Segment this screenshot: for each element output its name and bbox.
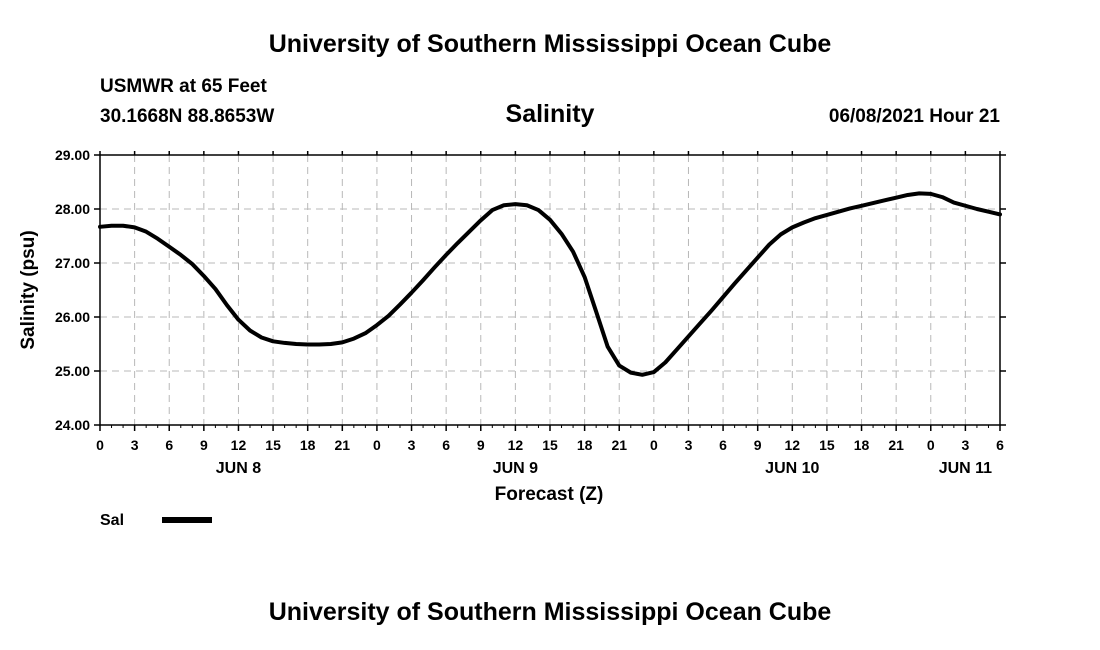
day-label: JUN 8 [216,460,261,477]
y-tick-label: 26.00 [55,309,90,325]
x-tick-label: 15 [265,437,281,453]
x-tick-label: 3 [131,437,139,453]
x-tick-label: 6 [165,437,173,453]
day-label: JUN 11 [939,460,992,477]
x-tick-label: 0 [927,437,935,453]
x-tick-label: 15 [819,437,835,453]
x-tick-label: 6 [719,437,727,453]
page-title: University of Southern Mississippi Ocean… [268,30,832,58]
x-tick-label: 0 [373,437,381,453]
y-tick-label: 28.00 [55,201,90,217]
axis-layer: 24.00 25.00 26.00 27.00 28.00 29.00 0 3 6 9 12 15 18… [55,147,1006,477]
y-tick-label: 25.00 [55,363,90,379]
x-tick-label: 0 [96,437,104,453]
x-tick-label: 3 [685,437,693,453]
grid-layer [100,155,1000,425]
day-label: JUN 10 [765,460,819,477]
x-tick-label: 21 [611,437,627,453]
x-tick-label: 18 [577,437,593,453]
x-tick-label: 6 [996,437,1004,453]
x-tick-label: 3 [408,437,416,453]
forecast-datestamp: 06/08/2021 Hour 21 [828,106,1000,127]
x-tick-label: 6 [442,437,450,453]
x-tick-label: 12 [508,437,524,453]
y-tick-label: 29.00 [55,147,90,163]
footer-title: University of Southern Mississippi Ocean… [268,598,832,626]
x-tick-label: 12 [231,437,247,453]
day-label: JUN 9 [493,460,538,477]
x-tick-label: 21 [335,437,351,453]
station-name: USMWR at 65 Feet [100,76,267,97]
x-tick-label: 9 [200,437,208,453]
x-tick-label: 9 [754,437,762,453]
legend-label: Sal [100,512,124,529]
x-tick-label: 18 [854,437,870,453]
x-tick-label: 3 [961,437,969,453]
x-tick-label: 18 [300,437,316,453]
y-axis-label: Salinity (psu) [18,230,39,349]
y-tick-label: 24.00 [55,417,90,433]
x-tick-label: 12 [785,437,801,453]
y-tick-label: 27.00 [55,255,90,271]
x-tick-label: 9 [477,437,485,453]
chart-title: Salinity [505,100,595,128]
x-tick-label: 0 [650,437,658,453]
series-points-sal [99,193,1001,375]
x-tick-label: 21 [888,437,904,453]
x-tick-label: 15 [542,437,558,453]
x-axis-label: Forecast (Z) [495,484,604,505]
station-coordinates: 30.1668N 88.8653W [100,106,275,127]
